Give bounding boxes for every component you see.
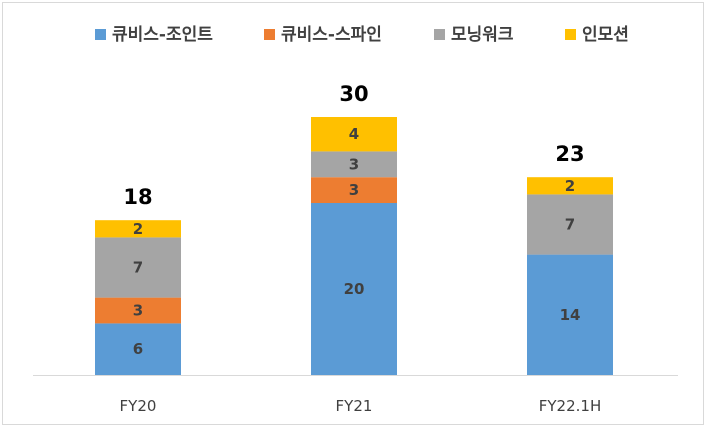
bar-segment-FY20-1 xyxy=(95,323,181,375)
legend-swatch-3 xyxy=(434,29,445,40)
data-label-FY20-1: 6 xyxy=(133,340,143,358)
data-label-FY21-3: 3 xyxy=(349,155,359,173)
data-label-FY21-1: 20 xyxy=(344,280,365,298)
bar-segment-FY22.1H-1 xyxy=(527,254,613,375)
legend-swatch-2 xyxy=(264,29,275,40)
legend-label-4: 인모션 xyxy=(582,25,629,45)
legend-swatch-1 xyxy=(95,29,106,40)
data-label-FY22.1H-4: 2 xyxy=(565,177,575,195)
bar-segment-FY22.1H-3 xyxy=(527,194,613,255)
data-label-FY21-2: 3 xyxy=(349,181,359,199)
data-label-FY20-3: 7 xyxy=(133,259,143,277)
bar-segment-FY20-2 xyxy=(95,297,181,324)
x-tick-FY20: FY20 xyxy=(120,397,157,415)
bar-segment-FY22.1H-4 xyxy=(527,177,613,195)
plot-area: 6 3 7 2 18 20 3 3 4 30 14 7 2 23 xyxy=(95,82,613,375)
total-label-FY20: 18 xyxy=(123,185,152,209)
bar-segment-FY20-3 xyxy=(95,237,181,298)
legend-swatch-4 xyxy=(565,29,576,40)
x-axis-ticks: FY20 FY21 FY22.1H xyxy=(120,397,602,415)
data-label-FY20-4: 2 xyxy=(133,220,143,238)
bar-segment-FY21-4 xyxy=(311,117,397,152)
total-label-FY21: 30 xyxy=(339,82,368,106)
legend: 큐비스-조인트 큐비스-스파인 모닝워크 인모션 xyxy=(95,25,629,45)
legend-label-3: 모닝워크 xyxy=(451,25,514,45)
bar-segment-FY21-1 xyxy=(311,203,397,375)
data-label-FY22.1H-1: 14 xyxy=(560,306,581,324)
data-label-FY21-4: 4 xyxy=(349,125,359,143)
legend-label-2: 큐비스-스파인 xyxy=(281,25,382,45)
x-tick-FY21: FY21 xyxy=(336,397,373,415)
total-label-FY22.1H: 23 xyxy=(555,142,584,166)
bar-segment-FY20-4 xyxy=(95,220,181,238)
bar-segment-FY21-3 xyxy=(311,151,397,178)
x-tick-FY22.1H: FY22.1H xyxy=(539,397,601,415)
legend-label-1: 큐비스-조인트 xyxy=(112,25,213,45)
data-label-FY22.1H-3: 7 xyxy=(565,216,575,234)
bar-segment-FY21-2 xyxy=(311,177,397,203)
data-label-FY20-2: 3 xyxy=(133,302,143,320)
